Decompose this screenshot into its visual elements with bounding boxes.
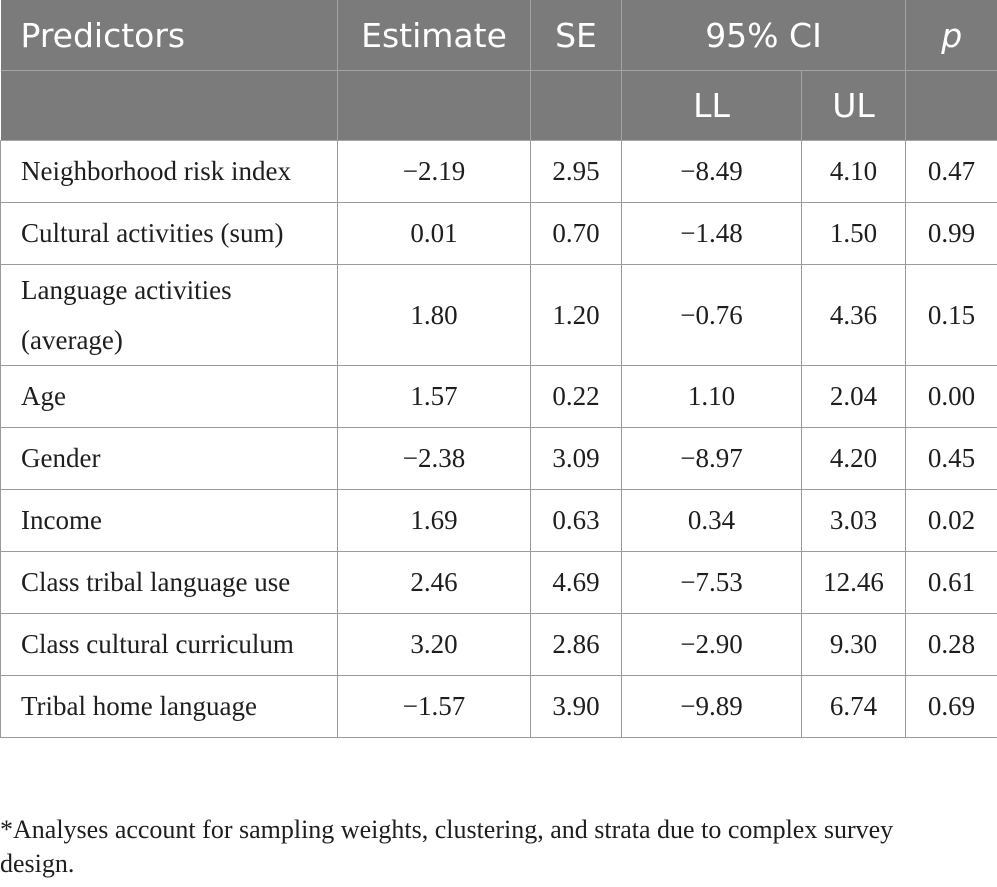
- cell-ll: −7.53: [621, 551, 802, 614]
- header-ll: LL: [621, 70, 802, 141]
- cell-p: 0.47: [905, 140, 997, 203]
- cell-ul: 9.30: [801, 613, 906, 676]
- header-row-secondary: LL UL: [0, 70, 997, 141]
- cell-ul: 4.20: [801, 427, 906, 490]
- cell-estimate: −2.19: [337, 140, 531, 203]
- header-se: SE: [530, 0, 622, 71]
- cell-se: 2.86: [530, 613, 622, 676]
- cell-estimate: 2.46: [337, 551, 531, 614]
- cell-se: 0.70: [530, 202, 622, 265]
- header-blank-p: [905, 70, 997, 141]
- cell-ul: 2.04: [801, 365, 906, 428]
- header-ci: 95% CI: [621, 0, 906, 71]
- header-p: p: [905, 0, 997, 71]
- header-predictors: Predictors: [0, 0, 338, 71]
- cell-se: 3.09: [530, 427, 622, 490]
- cell-se: 0.63: [530, 489, 622, 552]
- cell-estimate: 1.57: [337, 365, 531, 428]
- cell-ul: 4.10: [801, 140, 906, 203]
- cell-p: 0.28: [905, 613, 997, 676]
- header-estimate: Estimate: [337, 0, 531, 71]
- cell-ul: 12.46: [801, 551, 906, 614]
- cell-p: 0.69: [905, 675, 997, 738]
- cell-ul: 4.36: [801, 264, 906, 366]
- cell-predictor: Tribal home language: [0, 675, 338, 738]
- header-ul: UL: [801, 70, 906, 141]
- cell-se: 1.20: [530, 264, 622, 366]
- table-row: Class tribal language use 2.46 4.69 −7.5…: [0, 551, 997, 614]
- table-row: Class cultural curriculum 3.20 2.86 −2.9…: [0, 613, 997, 676]
- cell-predictor-line1: Language activities: [21, 275, 232, 305]
- cell-estimate: −2.38: [337, 427, 531, 490]
- cell-ll: −8.49: [621, 140, 802, 203]
- cell-se: 3.90: [530, 675, 622, 738]
- table-row: Neighborhood risk index −2.19 2.95 −8.49…: [0, 140, 997, 203]
- table-footnote: *Analyses account for sampling weights, …: [0, 815, 894, 878]
- cell-p: 0.02: [905, 489, 997, 552]
- cell-predictor: Gender: [0, 427, 338, 490]
- table-body: Neighborhood risk index −2.19 2.95 −8.49…: [0, 140, 997, 738]
- cell-p: 0.99: [905, 202, 997, 265]
- cell-predictor: Class tribal language use: [0, 551, 338, 614]
- cell-ul: 6.74: [801, 675, 906, 738]
- table-row: Gender −2.38 3.09 −8.97 4.20 0.45: [0, 427, 997, 490]
- header-blank-se: [530, 70, 622, 141]
- cell-ul: 1.50: [801, 202, 906, 265]
- cell-estimate: 1.80: [337, 264, 531, 366]
- table-row: Language activities (average) 1.80 1.20 −…: [0, 264, 997, 366]
- header-blank-estimate: [337, 70, 531, 141]
- regression-results-table: Predictors Estimate SE 95% CI p LL UL Ne…: [0, 0, 997, 738]
- cell-ll: −1.48: [621, 202, 802, 265]
- cell-p: 0.15: [905, 264, 997, 366]
- table-header: Predictors Estimate SE 95% CI p LL UL: [0, 0, 997, 141]
- cell-p: 0.00: [905, 365, 997, 428]
- cell-se: 2.95: [530, 140, 622, 203]
- cell-ll: −8.97: [621, 427, 802, 490]
- header-row-primary: Predictors Estimate SE 95% CI p: [0, 0, 997, 71]
- cell-predictor: Cultural activities (sum): [0, 202, 338, 265]
- cell-ll: −9.89: [621, 675, 802, 738]
- cell-ll: 0.34: [621, 489, 802, 552]
- table-row: Cultural activities (sum) 0.01 0.70 −1.4…: [0, 202, 997, 265]
- cell-estimate: −1.57: [337, 675, 531, 738]
- cell-ll: −2.90: [621, 613, 802, 676]
- cell-predictor-line2: (average): [21, 325, 123, 355]
- cell-se: 0.22: [530, 365, 622, 428]
- cell-predictor: Language activities (average): [0, 264, 338, 366]
- header-blank-predictors: [0, 70, 338, 141]
- table-row: Age 1.57 0.22 1.10 2.04 0.00: [0, 365, 997, 428]
- cell-estimate: 1.69: [337, 489, 531, 552]
- cell-se: 4.69: [530, 551, 622, 614]
- cell-predictor: Age: [0, 365, 338, 428]
- cell-predictor: Neighborhood risk index: [0, 140, 338, 203]
- cell-ll: 1.10: [621, 365, 802, 428]
- cell-predictor: Class cultural curriculum: [0, 613, 338, 676]
- cell-predictor: Income: [0, 489, 338, 552]
- cell-ll: −0.76: [621, 264, 802, 366]
- table-row: Income 1.69 0.63 0.34 3.03 0.02: [0, 489, 997, 552]
- cell-ul: 3.03: [801, 489, 906, 552]
- table-row: Tribal home language −1.57 3.90 −9.89 6.…: [0, 675, 997, 738]
- cell-estimate: 0.01: [337, 202, 531, 265]
- cell-p: 0.61: [905, 551, 997, 614]
- cell-p: 0.45: [905, 427, 997, 490]
- cell-estimate: 3.20: [337, 613, 531, 676]
